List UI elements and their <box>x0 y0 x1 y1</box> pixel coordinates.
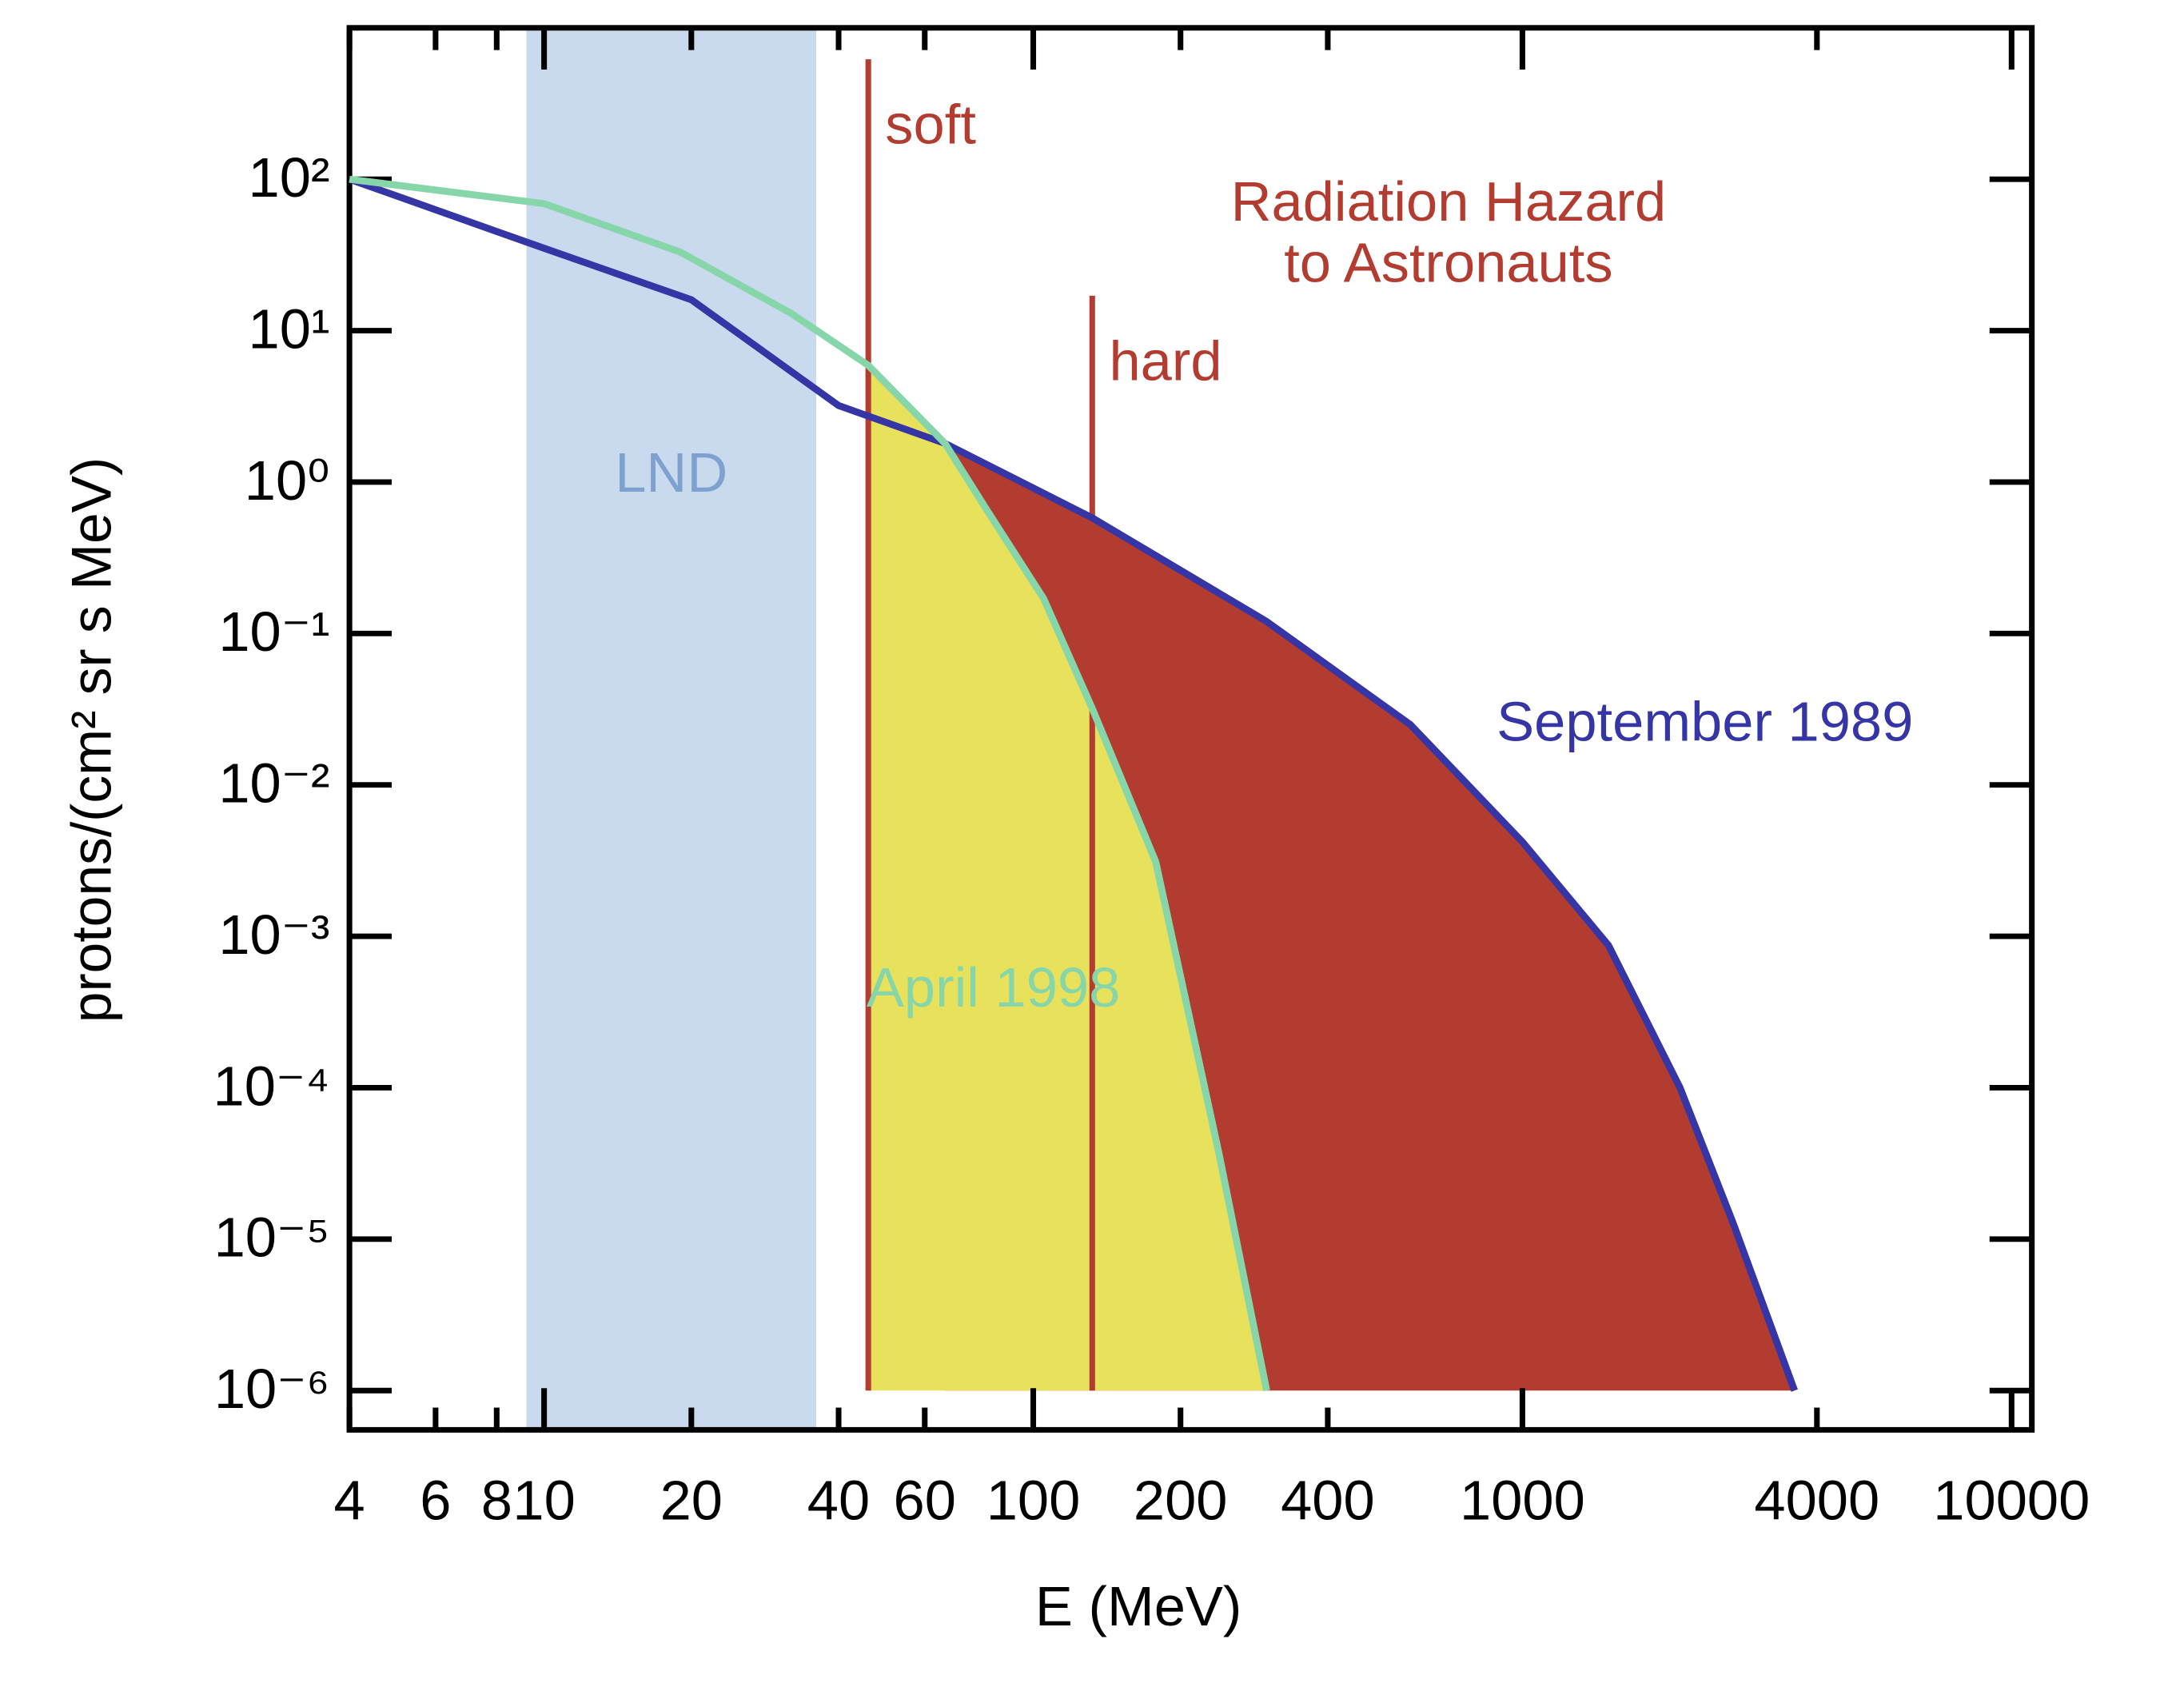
x-axis-label: E (MeV) <box>1035 1575 1241 1637</box>
band-label: LND <box>615 441 727 503</box>
threshold-label: soft <box>885 94 976 155</box>
x-tick-label: 100 <box>986 1470 1081 1531</box>
y-tick-label: 10⁻² <box>218 752 329 814</box>
y-tick-label: 10⁻⁶ <box>214 1358 330 1419</box>
series-label: September 1989 <box>1497 691 1913 752</box>
y-tick-label: 10⁻⁵ <box>214 1206 330 1268</box>
y-tick-label: 10⁻³ <box>218 903 329 965</box>
plot-frame <box>346 25 2035 1433</box>
x-tick-label: 10000 <box>1933 1470 2090 1531</box>
x-tick-label: 8 <box>481 1470 512 1531</box>
x-tick-label: 6 <box>420 1470 451 1531</box>
x-tick-label: 4 <box>334 1470 365 1531</box>
x-tick-label: 4000 <box>1754 1470 1879 1531</box>
y-axis-label: protons/(cm² sr s MeV) <box>60 457 123 1023</box>
x-tick-label: 60 <box>894 1470 956 1531</box>
x-tick-label: 10 <box>512 1470 575 1531</box>
x-tick-label: 40 <box>807 1470 870 1531</box>
y-tick-label: 10² <box>249 146 330 208</box>
y-tick-label: 10⁻¹ <box>218 601 329 663</box>
hazard-annotation: Radiation Hazard <box>1231 170 1667 232</box>
series-line <box>349 175 1270 1392</box>
threshold-label: hard <box>1109 330 1222 392</box>
hazard-annotation: to Astronauts <box>1284 232 1612 293</box>
series-label: April 1998 <box>867 956 1120 1018</box>
hazard-region <box>868 365 1267 1391</box>
series-line <box>348 176 1798 1392</box>
x-tick-label: 400 <box>1281 1470 1375 1531</box>
y-tick-label: 10¹ <box>249 298 330 360</box>
x-tick-label: 20 <box>660 1470 723 1531</box>
y-tick-label: 10⁻⁴ <box>213 1055 330 1117</box>
lnd-band <box>526 27 817 1430</box>
x-tick-label: 1000 <box>1460 1470 1585 1531</box>
x-tick-label: 200 <box>1134 1470 1228 1531</box>
y-tick-label: 10⁰ <box>245 449 330 511</box>
